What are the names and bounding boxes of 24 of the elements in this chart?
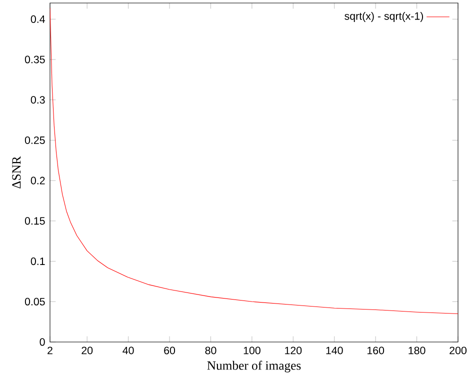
legend-label: sqrt(x) - sqrt(x-1) (344, 12, 424, 22)
x-tick-label: 180 (408, 346, 426, 354)
x-tick-label: 100 (244, 346, 260, 354)
x-tick-label: 120 (285, 346, 302, 354)
y-tick-label: 0.05 (24, 298, 45, 306)
x-tick-label: 160 (368, 346, 384, 354)
x-tick-label: 2 (48, 346, 52, 354)
y-tick-label: 0.15 (24, 217, 45, 225)
x-tick-label: 80 (205, 346, 216, 354)
x-tick-label: 200 (450, 346, 466, 354)
y-tick-label: 0.3 (30, 96, 45, 104)
line-series (50, 8, 458, 314)
x-tick-label: 20 (82, 346, 93, 354)
y-tick-label: 0.4 (30, 15, 45, 23)
x-tick-label: 60 (164, 346, 176, 354)
x-tick-label: 40 (122, 346, 134, 354)
x-axis-title: Number of images (207, 360, 301, 372)
y-tick-label: 0.2 (30, 176, 45, 184)
y-tick-label: 0.35 (24, 56, 45, 64)
y-tick-label: 0.1 (30, 258, 45, 266)
y-tick-label: 0 (40, 338, 45, 346)
y-axis-title: ΔSNR (12, 156, 21, 188)
y-tick-label: 0.25 (24, 136, 45, 144)
x-tick-label: 140 (326, 346, 343, 354)
